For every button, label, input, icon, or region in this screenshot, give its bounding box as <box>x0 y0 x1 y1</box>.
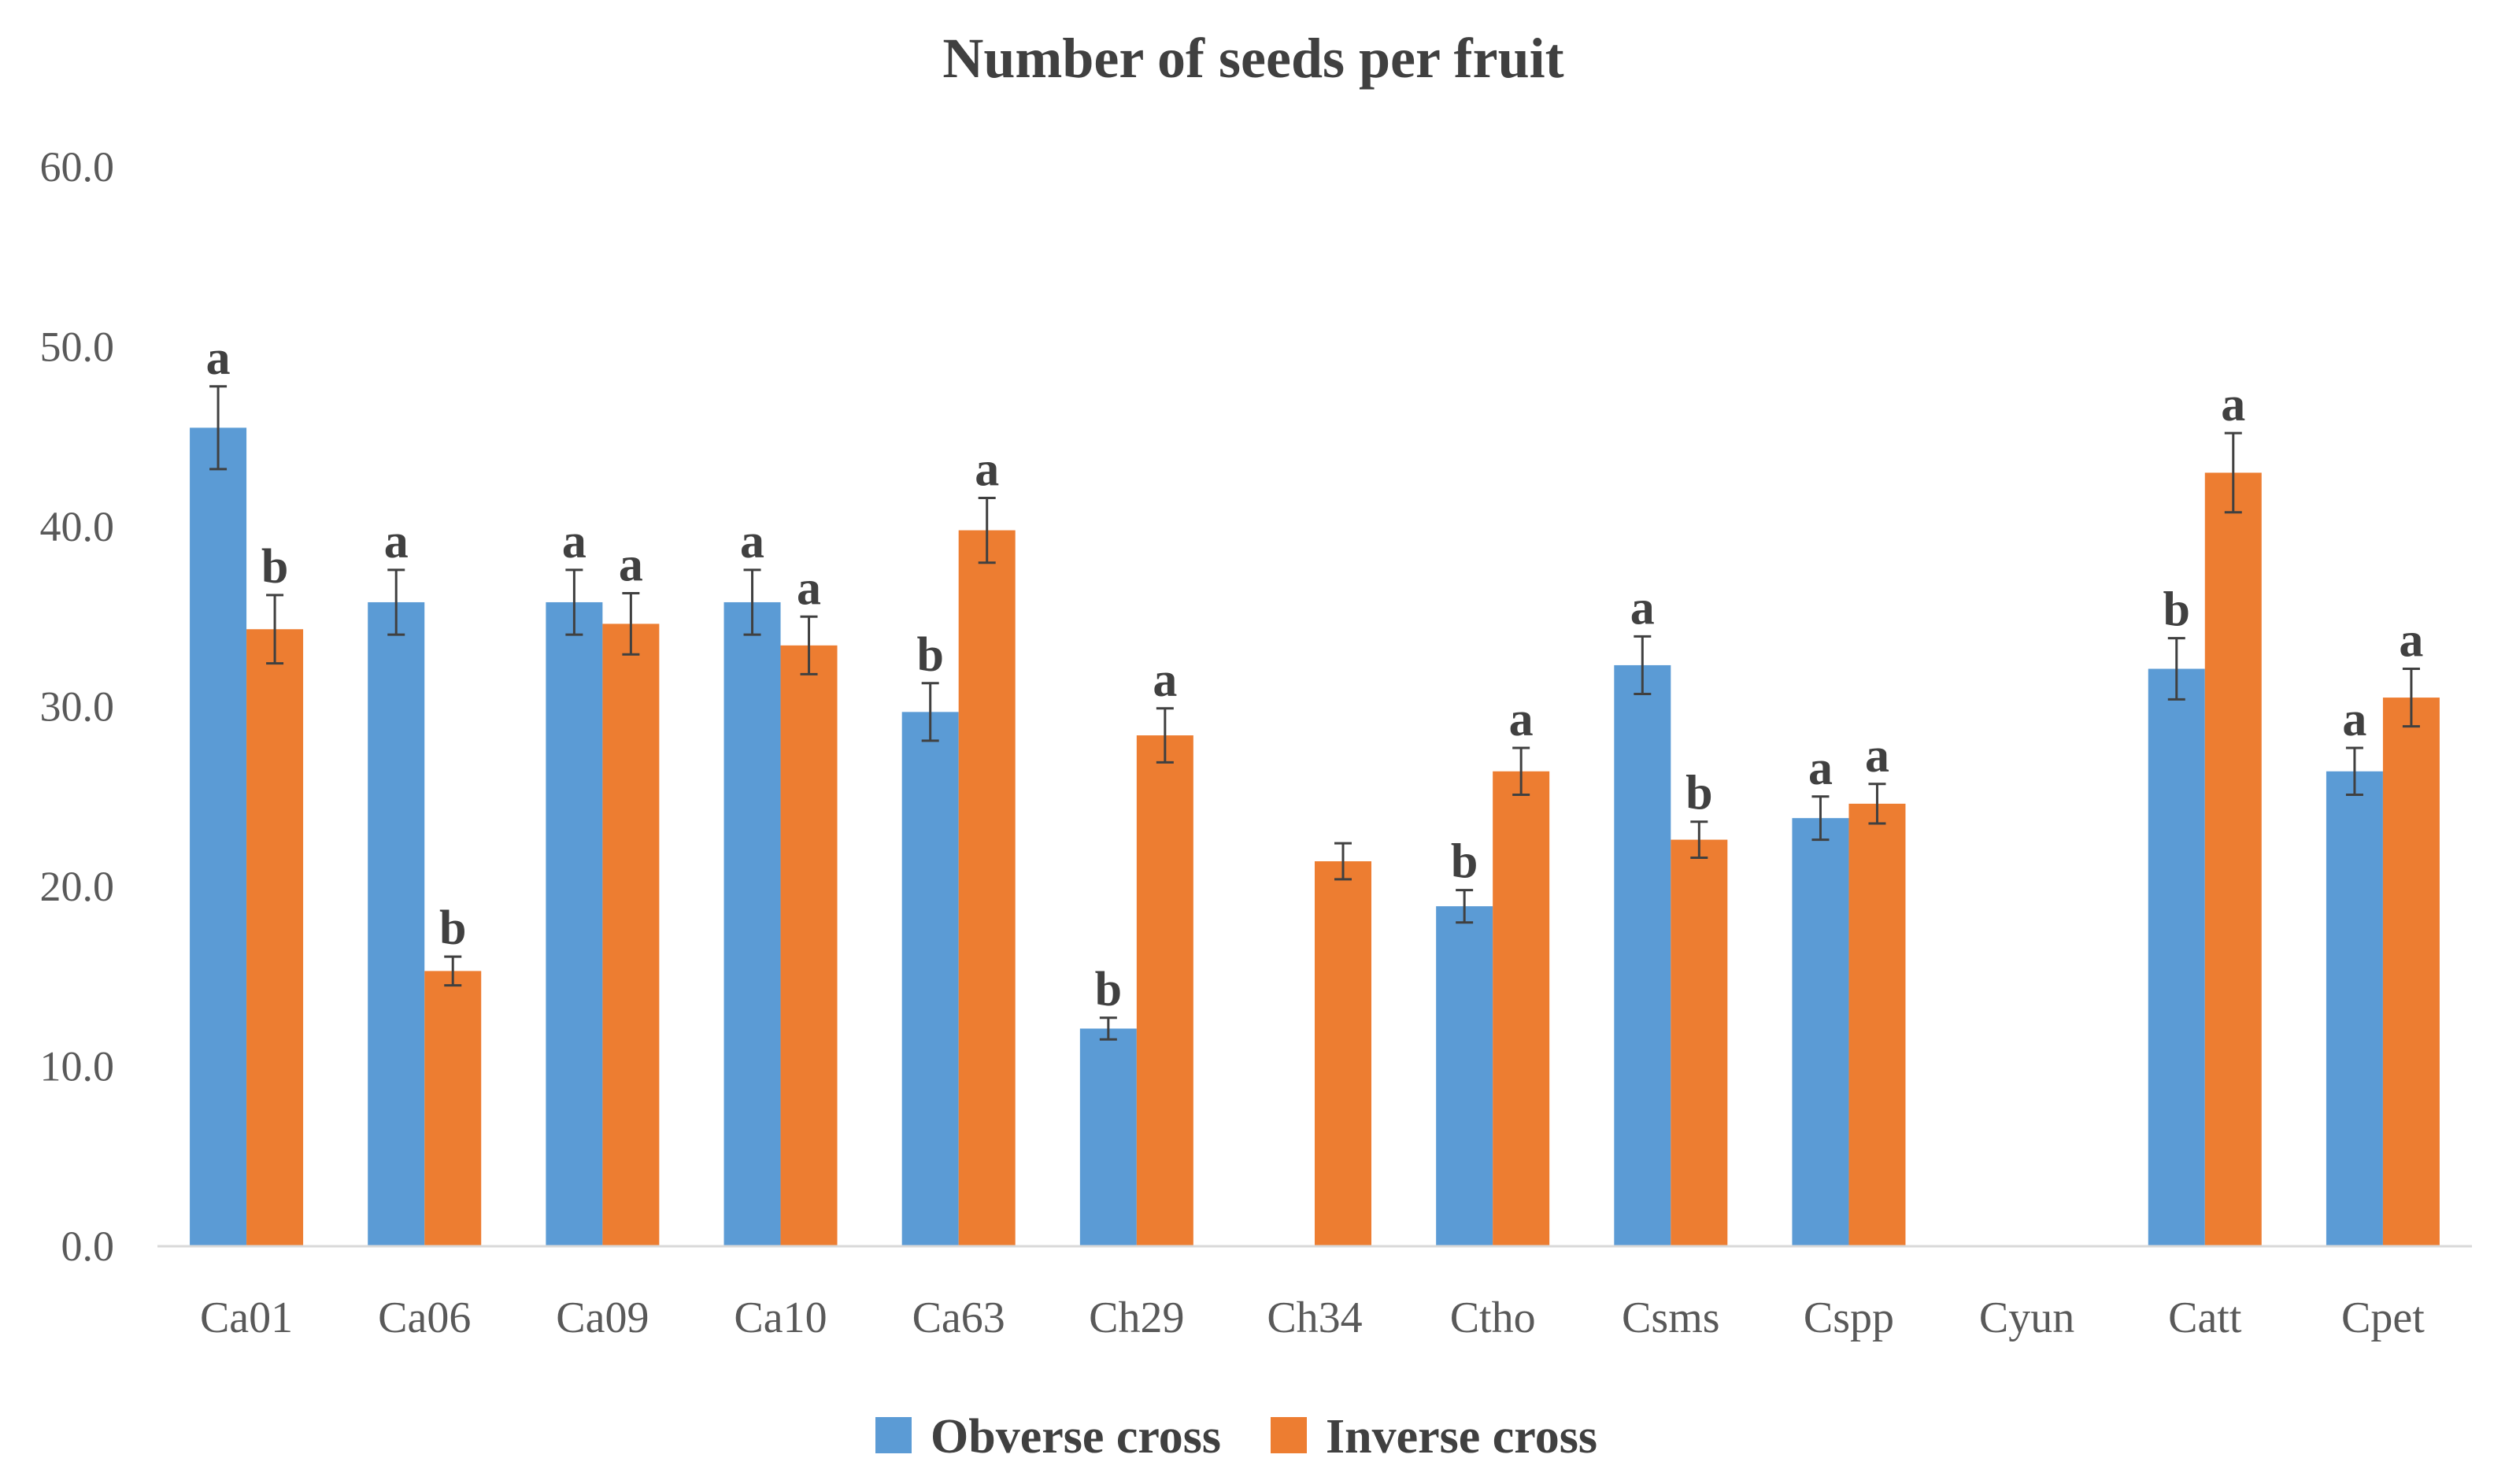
x-tick-label: Csms <box>1622 1293 1720 1342</box>
bar-obverse-Catt <box>2148 668 2205 1246</box>
legend-label-obverse: Obverse cross <box>931 1410 1221 1464</box>
significance-label: b <box>1685 767 1712 820</box>
x-tick-label: Catt <box>2168 1293 2242 1342</box>
significance-label: a <box>2221 378 2245 431</box>
y-tick-label: 0.0 <box>61 1223 115 1270</box>
bar-obverse-Ca06 <box>368 601 425 1246</box>
bar-obverse-Cpet <box>2326 771 2383 1246</box>
x-tick-label: Ch29 <box>1089 1293 1184 1342</box>
significance-label: a <box>1865 729 1889 783</box>
legend-label-inverse: Inverse cross <box>1326 1410 1597 1464</box>
bar-obverse-Ctho <box>1436 906 1493 1246</box>
significance-label: b <box>439 901 466 955</box>
significance-label: a <box>1630 581 1655 635</box>
legend: Obverse cross Inverse cross <box>875 1410 1597 1464</box>
bar-inverse-Ca09 <box>602 624 660 1246</box>
significance-label: b <box>1451 835 1478 889</box>
bar-inverse-Ca01 <box>246 629 304 1246</box>
significance-label: a <box>1153 653 1177 707</box>
x-tick-label: Ctho <box>1450 1293 1536 1342</box>
significance-label: b <box>1095 963 1122 1016</box>
x-tick-label: Ch34 <box>1267 1293 1362 1342</box>
bar-obverse-Csms <box>1614 664 1671 1246</box>
bar-inverse-Ca10 <box>780 645 838 1246</box>
bar-obverse-Cspp <box>1792 818 1849 1246</box>
bar-obverse-Ca63 <box>901 712 959 1246</box>
x-axis: Ca01 Ca06 Ca09 Ca10 Ca63 Ch29 Ch34 Ctho Csms Cspp… <box>200 1293 2425 1342</box>
y-tick-label: 50.0 <box>40 324 115 371</box>
significance-label: a <box>2342 693 2366 746</box>
significance-label: a <box>206 331 231 385</box>
significance-label: a <box>797 561 821 615</box>
bar-inverse-Ch29 <box>1136 735 1193 1246</box>
y-tick-label: 40.0 <box>40 503 115 550</box>
y-tick-label: 30.0 <box>40 683 115 731</box>
significance-label: a <box>1808 742 1833 795</box>
significance-label: a <box>562 515 586 568</box>
x-tick-label: Ca06 <box>378 1293 471 1342</box>
bar-obverse-Ca01 <box>190 427 247 1247</box>
bar-inverse-Ctho <box>1493 771 1550 1246</box>
y-tick-label: 60.0 <box>40 143 115 191</box>
x-tick-label: Ca09 <box>556 1293 649 1342</box>
significance-label: b <box>916 628 943 682</box>
x-tick-label: Ca10 <box>734 1293 827 1342</box>
x-tick-label: Cspp <box>1804 1293 1894 1342</box>
x-tick-label: Ca63 <box>912 1293 1005 1342</box>
significance-label: b <box>261 540 288 594</box>
bar-inverse-Cpet <box>2382 698 2440 1246</box>
bar-inverse-Csms <box>1671 839 1728 1246</box>
bar-inverse-Ca63 <box>958 530 1016 1246</box>
bar-inverse-Catt <box>2204 472 2262 1246</box>
bar-inverse-Ch34 <box>1315 861 1371 1246</box>
significance-label: a <box>975 442 999 496</box>
legend-swatch-inverse <box>1271 1417 1307 1453</box>
legend-swatch-obverse <box>875 1417 912 1453</box>
significance-label: a <box>2399 614 2423 668</box>
x-tick-label: Cyun <box>1979 1293 2074 1342</box>
y-tick-label: 20.0 <box>40 863 115 910</box>
x-tick-label: Ca01 <box>200 1293 293 1342</box>
bar-obverse-Ca10 <box>723 601 781 1246</box>
significance-label: a <box>740 515 764 568</box>
bar-obverse-Ch29 <box>1079 1028 1137 1246</box>
bar-inverse-Cspp <box>1848 803 1906 1246</box>
chart-title: Number of seeds per fruit <box>942 27 1563 90</box>
significance-label: a <box>384 515 409 568</box>
bar-inverse-Ca06 <box>424 971 482 1246</box>
y-axis: 0.0 10.0 20.0 30.0 40.0 50.0 60.0 <box>40 143 115 1270</box>
y-tick-label: 10.0 <box>40 1043 115 1090</box>
significance-label: a <box>619 538 643 592</box>
significance-label: b <box>2163 583 2190 637</box>
bar-obverse-Ca09 <box>546 601 603 1246</box>
significance-label: a <box>1509 693 1534 746</box>
x-tick-label: Cpet <box>2341 1293 2425 1342</box>
